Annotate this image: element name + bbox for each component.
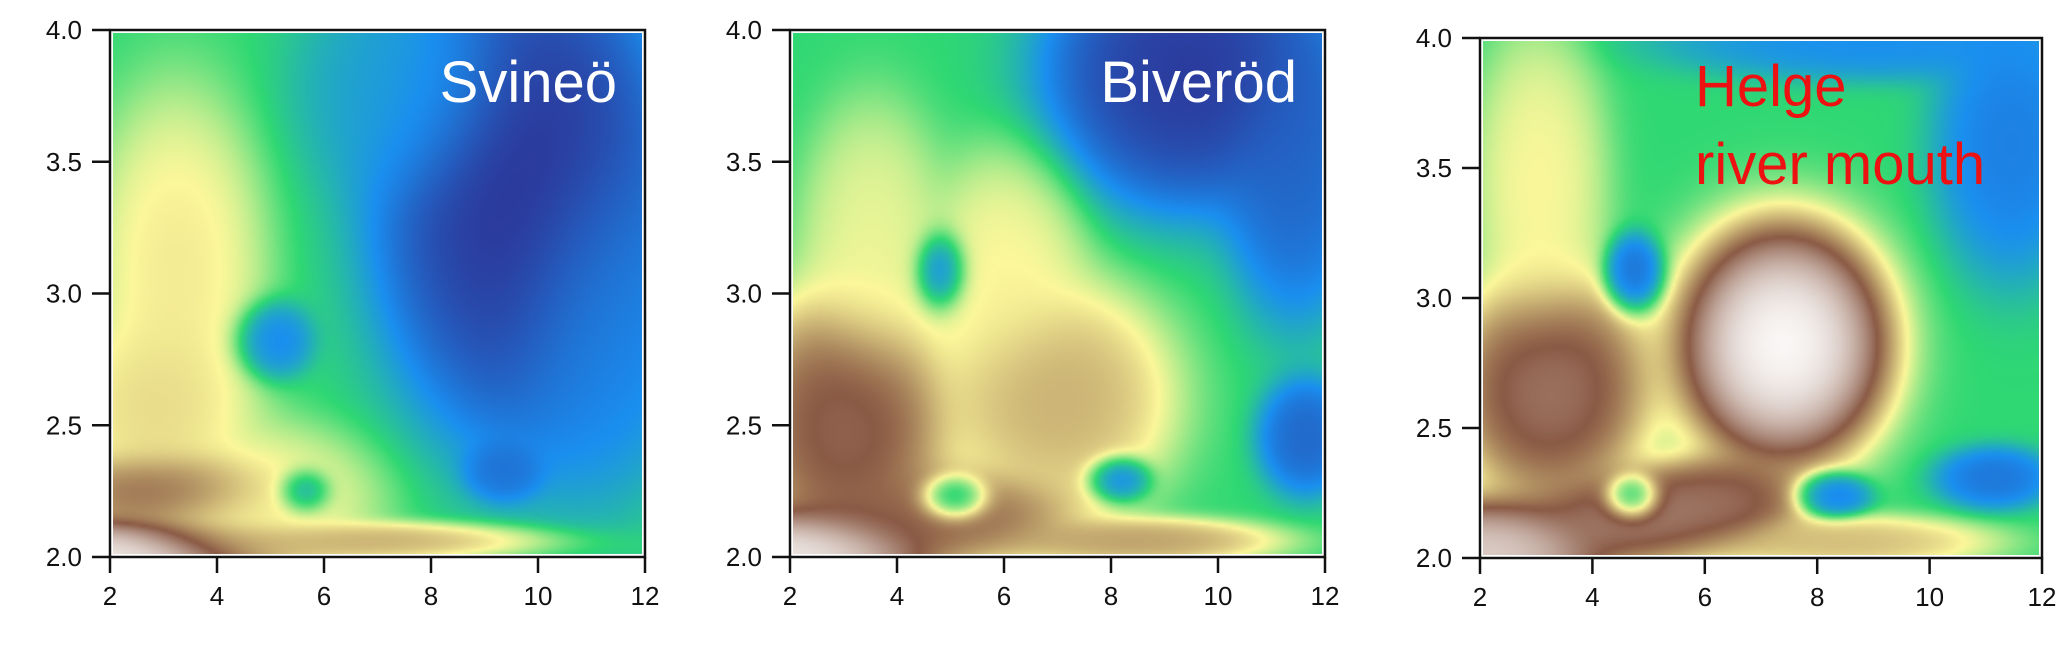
panel-title: Svineö: [440, 50, 617, 115]
x-tick-label: 2: [1473, 582, 1487, 612]
x-tick-label: 6: [1698, 582, 1712, 612]
x-tick-label: 10: [1204, 581, 1233, 611]
y-tick-label: 2.5: [46, 410, 82, 440]
y-tick-label: 3.5: [1416, 153, 1452, 183]
x-tick-label: 12: [1311, 581, 1340, 611]
y-tick-label: 3.0: [726, 279, 762, 309]
heatmap-surface: [1483, 41, 2039, 555]
x-tick-label: 12: [631, 581, 660, 611]
y-tick-label: 2.5: [726, 410, 762, 440]
panel-title: Biveröd: [1100, 50, 1297, 115]
y-tick-label: 4.0: [726, 15, 762, 45]
x-tick-label: 4: [1585, 582, 1599, 612]
chart-panel-2: 2 4 6 8 10 12 2.0 2.5 3.0 3.5 4.0 Biveröd: [726, 15, 1340, 611]
x-tick-label: 8: [1810, 582, 1824, 612]
x-tick-label: 10: [524, 581, 553, 611]
x-tick-label: 6: [997, 581, 1011, 611]
chart-panel-1: 2 4 6 8 10 12 2.0 2.5 3.0 3.5 4.0 Svineö: [46, 15, 660, 611]
y-tick-label: 3.0: [1416, 283, 1452, 313]
y-tick-label: 2.0: [726, 542, 762, 572]
x-tick-label: 10: [1915, 582, 1944, 612]
y-tick-label: 3.5: [46, 147, 82, 177]
panel-title-line: Helge: [1695, 54, 1847, 119]
x-tick-label: 2: [783, 581, 797, 611]
x-tick-label: 12: [2028, 582, 2057, 612]
x-tick-label: 8: [424, 581, 438, 611]
y-tick-label: 4.0: [46, 15, 82, 45]
x-tick-label: 8: [1104, 581, 1118, 611]
y-tick-label: 3.0: [46, 279, 82, 309]
heatmap-surface: [793, 33, 1322, 554]
x-tick-label: 4: [210, 581, 224, 611]
y-tick-label: 2.0: [1416, 543, 1452, 573]
y-tick-label: 2.0: [46, 542, 82, 572]
x-tick-label: 6: [317, 581, 331, 611]
chart-panel-3: 2 4 6 8 10 12 2.0 2.5 3.0 3.5 4.0 Helge river mouth: [1416, 23, 2057, 612]
y-tick-label: 2.5: [1416, 413, 1452, 443]
x-tick-label: 2: [103, 581, 117, 611]
y-tick-label: 3.5: [726, 147, 762, 177]
heatmap-surface: [113, 33, 642, 554]
x-tick-label: 4: [890, 581, 904, 611]
panel-title-line: river mouth: [1695, 132, 1985, 197]
y-tick-label: 4.0: [1416, 23, 1452, 53]
